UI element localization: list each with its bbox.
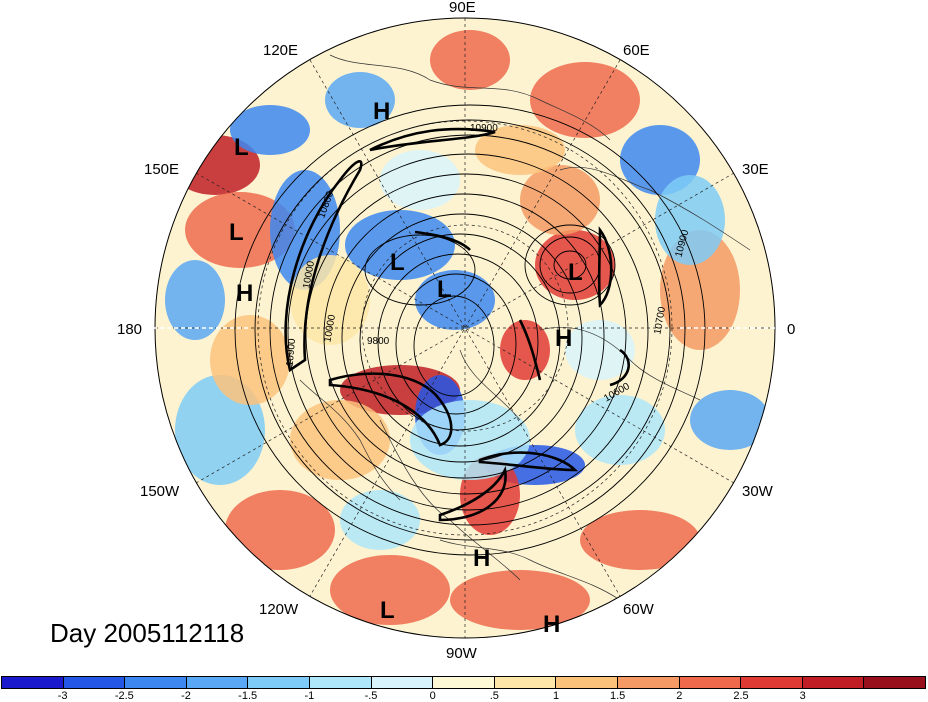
anomaly-patch <box>290 255 370 345</box>
colorbar-tick-label: 2.5 <box>733 690 749 702</box>
contour-label: 10000 <box>301 260 317 290</box>
colorbar <box>1 676 926 689</box>
anomaly-patch <box>325 72 395 128</box>
lon-label-60e: 60E <box>623 42 650 59</box>
anomaly-patch <box>575 395 665 465</box>
longitude-labels: 90E 60E 30E 0 30W 60W 90W 120W 150W 180 … <box>117 0 795 662</box>
lon-label-60w: 60W <box>623 601 655 618</box>
colorbar-tick-label: -1 <box>304 690 315 702</box>
colorbar-tick-label: 0 <box>429 690 436 702</box>
colorbar-cell <box>186 677 249 688</box>
contour-label: 10900 <box>470 123 498 134</box>
colorbar-cell <box>125 677 187 688</box>
colorbar-cell <box>741 677 803 688</box>
contour-label: 10900 <box>285 338 298 367</box>
anomaly-patch <box>380 150 460 210</box>
contour-label: 10700 <box>652 306 668 336</box>
colorbar-tick-label: -2 <box>181 690 191 702</box>
colorbar-tick-label: 3 <box>799 690 806 702</box>
colorbar-tick-label: -3 <box>57 690 68 702</box>
anomaly-patch <box>230 105 310 155</box>
low-center: L <box>380 597 395 624</box>
low-center: L <box>234 134 249 161</box>
anomaly-patch <box>340 490 420 550</box>
low-center: L <box>568 259 583 286</box>
anomaly-patch <box>580 510 700 570</box>
colorbar-cell <box>864 677 925 688</box>
colorbar-cell <box>2 677 64 688</box>
anomaly-patch <box>535 230 615 300</box>
anomaly-patch <box>565 320 635 380</box>
high-center: H <box>555 325 572 352</box>
jet-streaks <box>284 127 630 522</box>
colorbar-tick-label: 1.5 <box>610 690 626 702</box>
lon-label-120w: 120W <box>259 601 299 618</box>
lon-label-0: 0 <box>787 321 795 338</box>
lon-label-120e: 120E <box>263 42 298 59</box>
anomaly-patch <box>690 390 770 450</box>
anomaly-patch <box>530 62 640 138</box>
anomaly-patch <box>210 315 290 405</box>
low-center: L <box>390 249 405 276</box>
lon-label-180: 180 <box>117 321 142 338</box>
anomaly-patch <box>225 490 335 570</box>
high-center: H <box>373 98 390 125</box>
day-label: Day 2005112118 <box>50 618 245 648</box>
colorbar-tick-label: 2 <box>676 690 683 702</box>
contour-label: 10000 <box>322 313 338 343</box>
high-center: H <box>473 545 490 572</box>
pressure-centers: H L L H L L L H H H L <box>229 98 583 638</box>
anomaly-patch <box>450 570 590 630</box>
colorbar-cell <box>556 677 618 688</box>
low-center: L <box>437 276 452 303</box>
anomaly-patch <box>475 125 565 175</box>
anomaly-patch <box>330 555 450 625</box>
colorbar-cell <box>371 677 434 688</box>
colorbar-cell <box>617 677 680 688</box>
colorbar-cell <box>679 677 742 688</box>
anomaly-patch <box>185 192 295 268</box>
colorbar-cell <box>63 677 126 688</box>
high-center: H <box>236 280 253 307</box>
graticule <box>155 18 775 638</box>
lon-label-150e: 150E <box>144 161 179 178</box>
anomaly-patch <box>415 270 495 330</box>
lon-label-30w: 30W <box>742 483 774 500</box>
colorbar-cell <box>494 677 557 688</box>
colorbar-tick-label: -.5 <box>364 690 378 702</box>
colorbar-cell <box>248 677 310 688</box>
colorbar-tick-label: -2.5 <box>114 690 134 702</box>
anomaly-patch <box>165 260 225 340</box>
colorbar-cell <box>802 677 865 688</box>
colorbar-tick-label: -1.5 <box>238 690 258 702</box>
colorbar-cell <box>433 677 495 688</box>
anomaly-patch <box>290 400 390 480</box>
contour-label: 9800 <box>367 336 390 347</box>
anomaly-patch <box>430 30 510 90</box>
anomaly-patch <box>520 165 600 235</box>
colorbar-ticks: -3 -2.5 -2 -1.5 -1 -.5 0 .5 1 1.5 2 2.5 3 <box>0 690 928 702</box>
anomaly-patch <box>655 175 725 265</box>
high-center: H <box>543 611 560 638</box>
lon-label-150w: 150W <box>140 483 180 500</box>
lon-label-90w: 90W <box>446 645 478 662</box>
low-center: L <box>229 219 244 246</box>
colorbar-tick-label: .5 <box>489 690 499 702</box>
colorbar-tick-label: 1 <box>552 690 560 702</box>
colorbar-cell <box>309 677 372 688</box>
lon-label-30e: 30E <box>742 161 769 178</box>
lon-label-90e: 90E <box>449 0 476 16</box>
anomaly-field <box>155 18 775 638</box>
